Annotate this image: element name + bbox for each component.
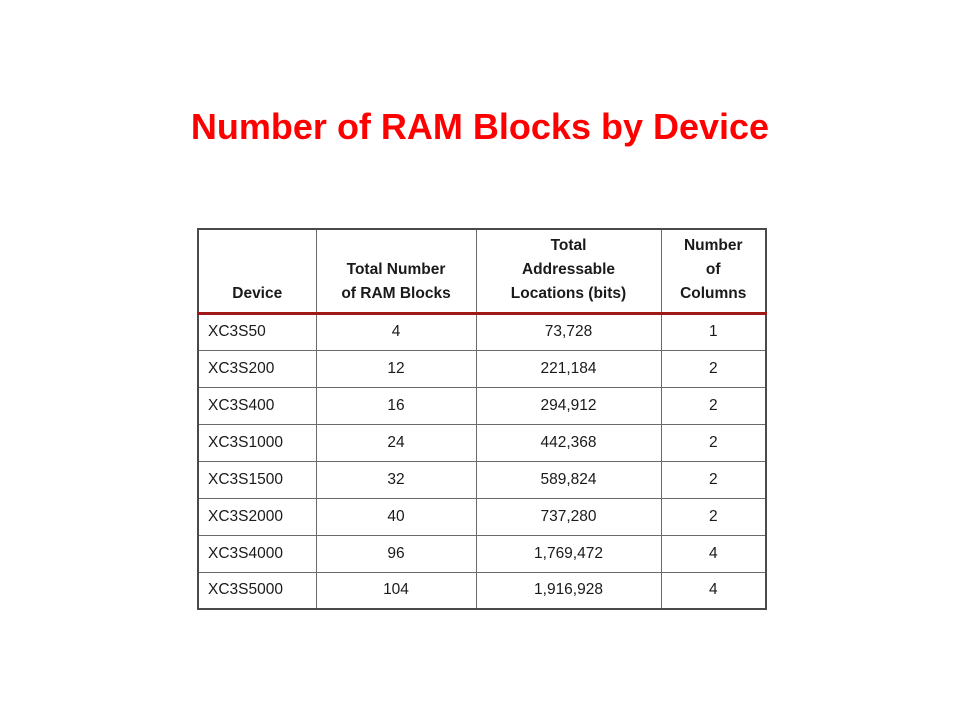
header-total-ram-blocks: Total Number of RAM Blocks <box>315 228 477 315</box>
header-addressable-locations: Total Addressable Locations (bits) <box>475 228 662 315</box>
columns-cell: 4 <box>660 534 767 573</box>
header-device-line: Device <box>232 284 283 302</box>
header-columns-line-2: of <box>705 260 721 278</box>
columns-cell: 2 <box>660 386 767 425</box>
device-cell: XC3S5000 <box>197 571 317 610</box>
table-row: XC3S1000 24 442,368 2 <box>197 423 767 462</box>
ram-blocks-cell: 4 <box>315 312 477 351</box>
header-number-of-columns: Number of Columns <box>660 228 767 315</box>
table-row: XC3S200 12 221,184 2 <box>197 349 767 388</box>
ram-blocks-cell: 24 <box>315 423 477 462</box>
header-device: Device <box>197 228 317 315</box>
header-row: Device Total Number of RAM Blocks Total … <box>197 228 767 315</box>
addressable-bits-cell: 73,728 <box>475 312 662 351</box>
addressable-bits-cell: 1,769,472 <box>475 534 662 573</box>
table-row: XC3S1500 32 589,824 2 <box>197 460 767 499</box>
ram-blocks-table: Device Total Number of RAM Blocks Total … <box>197 228 767 610</box>
ram-blocks-table-container: Device Total Number of RAM Blocks Total … <box>197 228 767 610</box>
device-cell: XC3S2000 <box>197 497 317 536</box>
ram-blocks-cell: 104 <box>315 571 477 610</box>
ram-blocks-cell: 16 <box>315 386 477 425</box>
header-bits-line-1: Total <box>550 236 587 254</box>
addressable-bits-cell: 737,280 <box>475 497 662 536</box>
ram-blocks-cell: 12 <box>315 349 477 388</box>
table-body: XC3S50 4 73,728 1 XC3S200 12 221,184 2 X… <box>197 312 767 610</box>
addressable-bits-cell: 294,912 <box>475 386 662 425</box>
table-row: XC3S5000 104 1,916,928 4 <box>197 571 767 610</box>
ram-blocks-cell: 32 <box>315 460 477 499</box>
table-header: Device Total Number of RAM Blocks Total … <box>197 228 767 315</box>
columns-cell: 2 <box>660 349 767 388</box>
header-bits-line-3: Locations (bits) <box>510 284 627 302</box>
addressable-bits-cell: 589,824 <box>475 460 662 499</box>
header-blocks-line-2: of RAM Blocks <box>341 284 451 302</box>
header-bits-line-2: Addressable <box>521 260 616 278</box>
table-row: XC3S400 16 294,912 2 <box>197 386 767 425</box>
header-columns-line-3: Columns <box>680 284 747 302</box>
columns-cell: 2 <box>660 497 767 536</box>
slide-title: Number of RAM Blocks by Device <box>190 106 770 147</box>
addressable-bits-cell: 221,184 <box>475 349 662 388</box>
header-blocks-line-1: Total Number <box>346 260 446 278</box>
columns-cell: 2 <box>660 460 767 499</box>
device-cell: XC3S50 <box>197 312 317 351</box>
device-cell: XC3S200 <box>197 349 317 388</box>
columns-cell: 1 <box>660 312 767 351</box>
columns-cell: 2 <box>660 423 767 462</box>
device-cell: XC3S1000 <box>197 423 317 462</box>
addressable-bits-cell: 442,368 <box>475 423 662 462</box>
columns-cell: 4 <box>660 571 767 610</box>
ram-blocks-cell: 40 <box>315 497 477 536</box>
device-cell: XC3S400 <box>197 386 317 425</box>
ram-blocks-cell: 96 <box>315 534 477 573</box>
table-row: XC3S2000 40 737,280 2 <box>197 497 767 536</box>
device-cell: XC3S1500 <box>197 460 317 499</box>
table-row: XC3S4000 96 1,769,472 4 <box>197 534 767 573</box>
header-columns-line-1: Number <box>683 236 743 254</box>
addressable-bits-cell: 1,916,928 <box>475 571 662 610</box>
table-row: XC3S50 4 73,728 1 <box>197 312 767 351</box>
device-cell: XC3S4000 <box>197 534 317 573</box>
